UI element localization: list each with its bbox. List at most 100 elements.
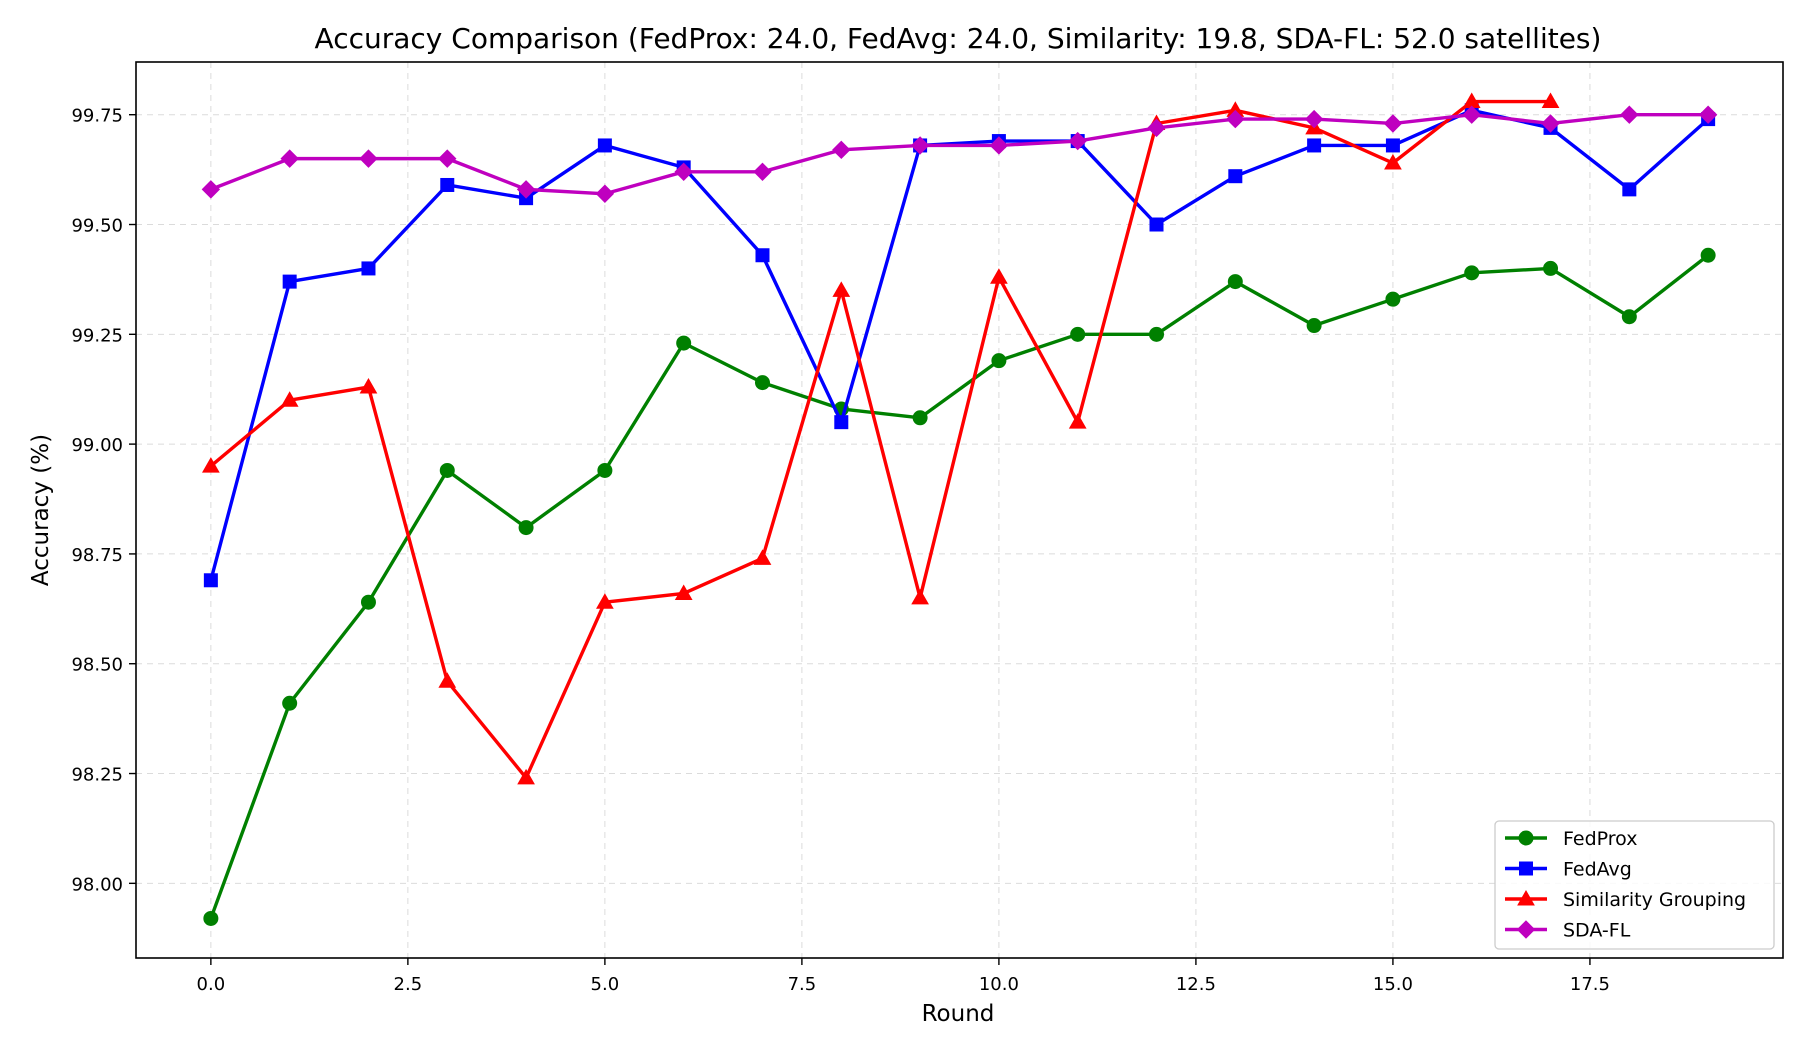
legend-label: SDA-FL [1563, 920, 1631, 942]
legend-item-fedprox: FedProx [1505, 828, 1637, 850]
data-point-fedavg [440, 177, 455, 192]
x-axis-label: Round [922, 1001, 995, 1027]
data-point-sda-fl [1383, 114, 1403, 133]
y-tick-label: 99.25 [71, 325, 123, 346]
data-point-fedprox [518, 520, 534, 536]
x-tick-label: 15.0 [1373, 974, 1413, 995]
data-point-fedprox [203, 910, 219, 926]
data-point-fedprox [1385, 291, 1401, 307]
x-tick-label: 12.5 [1176, 974, 1216, 995]
data-point-similarity-grouping [596, 593, 614, 609]
legend-label: FedAvg [1563, 859, 1632, 881]
data-point-similarity-grouping [1384, 154, 1402, 170]
data-point-sda-fl [438, 149, 457, 168]
data-point-fedprox [912, 410, 928, 426]
x-tick-label: 17.5 [1570, 974, 1610, 995]
data-point-similarity-grouping [990, 268, 1008, 284]
data-point-sda-fl [1147, 118, 1166, 138]
data-point-fedprox [676, 335, 692, 351]
data-point-sda-fl [910, 136, 930, 155]
series-layer [201, 92, 1718, 926]
axis-ticks: 0.0 2.5 5.0 7.5 10.0 12.5 15.0 17.5 98.00 98.25 98… [71, 106, 1610, 995]
data-point-similarity-grouping [911, 588, 929, 605]
data-point-similarity-grouping [753, 549, 772, 565]
data-point-sda-fl [1698, 105, 1718, 124]
data-point-fedprox [1700, 247, 1716, 263]
data-point-fedprox [1543, 260, 1559, 276]
data-point-fedavg [597, 138, 612, 153]
y-tick-label: 98.00 [71, 874, 123, 895]
y-tick-label: 98.25 [71, 765, 123, 786]
series-fedprox [203, 247, 1716, 926]
series-line-similarity-grouping [209, 99, 1553, 780]
y-tick-label: 99.50 [71, 216, 123, 237]
data-point-fedprox [282, 695, 298, 711]
data-point-fedavg [203, 573, 218, 588]
data-point-sda-fl [516, 180, 536, 199]
data-point-fedavg [834, 415, 849, 430]
data-point-fedprox [991, 353, 1007, 369]
series-line-sda-fl [209, 113, 1710, 196]
data-point-sda-fl [1462, 105, 1481, 124]
data-point-similarity-grouping [1541, 92, 1560, 109]
y-axis-label: Accuracy (%) [28, 434, 54, 586]
legend-swatch-marker [1517, 889, 1535, 906]
data-point-fedprox [1070, 326, 1086, 342]
series-sda-fl [201, 105, 1718, 203]
data-point-fedavg [282, 274, 297, 289]
data-point-sda-fl [832, 140, 851, 160]
y-tick-label: 99.00 [71, 435, 123, 456]
data-point-similarity-grouping [832, 281, 851, 297]
data-point-sda-fl [595, 184, 615, 203]
legend-item-similarity-grouping: Similarity Grouping [1505, 889, 1746, 911]
x-tick-label: 7.5 [788, 974, 817, 995]
data-point-fedprox [1306, 318, 1322, 334]
y-tick-label: 98.50 [71, 655, 123, 676]
data-point-sda-fl [1226, 109, 1245, 129]
series-fedavg [203, 103, 1716, 588]
data-point-fedavg [1307, 138, 1322, 153]
y-tick-label: 98.75 [71, 545, 123, 566]
x-tick-label: 0.0 [197, 974, 226, 995]
data-point-sda-fl [753, 162, 772, 182]
legend-swatch-marker [1516, 920, 1536, 939]
data-point-fedprox [754, 375, 770, 391]
data-point-fedprox [360, 594, 376, 610]
data-point-fedprox [439, 462, 455, 478]
legend-swatch-marker [1519, 861, 1533, 876]
data-point-sda-fl [280, 149, 299, 168]
data-point-sda-fl [201, 180, 221, 199]
legend-swatch-marker [1518, 830, 1534, 846]
legend-item-sda-fl: SDA-FL [1505, 920, 1631, 942]
data-point-sda-fl [1620, 105, 1639, 124]
x-tick-label: 10.0 [979, 974, 1019, 995]
data-point-fedprox [1227, 274, 1243, 290]
data-point-similarity-grouping [359, 378, 378, 394]
data-point-fedprox [1464, 265, 1480, 281]
data-point-sda-fl [1304, 109, 1324, 129]
data-point-similarity-grouping [517, 768, 535, 785]
data-point-fedavg [1228, 169, 1243, 184]
legend: FedProx FedAvg Similarity Grouping SDA-FL [1494, 820, 1775, 950]
data-point-similarity-grouping [1068, 413, 1087, 429]
data-point-sda-fl [1541, 114, 1560, 133]
series-similarity-grouping [202, 92, 1560, 785]
data-point-similarity-grouping [674, 584, 693, 600]
series-line-fedavg [209, 108, 1710, 582]
legend-label: FedProx [1563, 828, 1637, 850]
data-point-fedavg [361, 261, 376, 276]
data-point-fedavg [755, 248, 770, 263]
x-tick-label: 5.0 [591, 974, 620, 995]
data-point-sda-fl [1068, 131, 1087, 151]
data-point-fedprox [1149, 326, 1165, 342]
legend-frame [1494, 820, 1775, 950]
data-point-similarity-grouping [280, 391, 299, 407]
x-tick-label: 2.5 [394, 974, 423, 995]
data-point-similarity-grouping [202, 457, 220, 473]
data-point-fedprox [1621, 309, 1637, 325]
data-point-fedavg [1385, 138, 1400, 153]
data-point-fedavg [1149, 217, 1164, 232]
y-tick-label: 99.75 [71, 106, 123, 127]
data-point-sda-fl [359, 149, 378, 168]
